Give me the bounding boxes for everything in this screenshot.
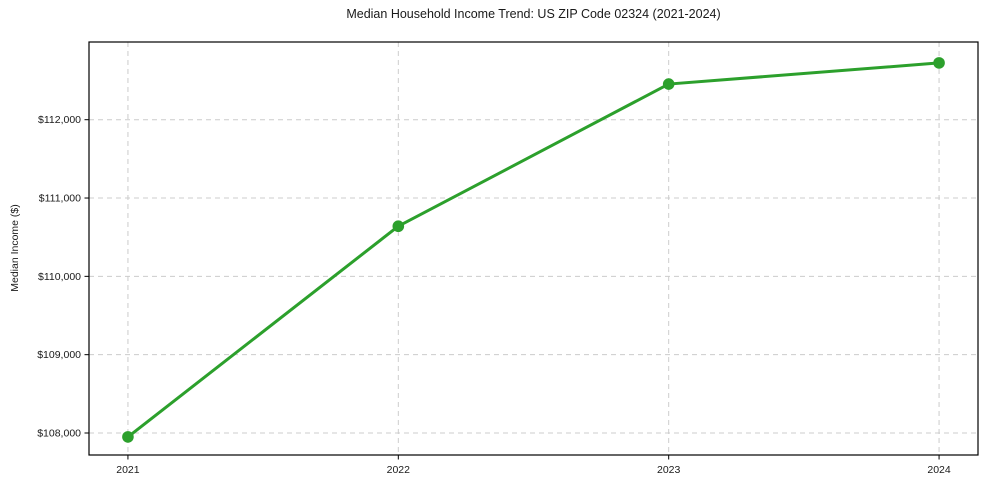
y-tick-label: $110,000 [38,271,81,283]
x-tick-label: 2021 [116,464,140,476]
axis-ticks: $108,000 $109,000 $110,000 $111,000 $112,000… [37,114,951,476]
y-tick-label: $108,000 [37,427,81,439]
data-point-2022 [392,220,405,233]
y-tick-label: $109,000 [37,349,81,361]
y-tick-label: $111,000 [39,193,81,205]
plot-border [88,41,979,456]
data-point-2021 [122,431,134,443]
data-point-2023 [662,78,675,90]
chart-title: Median Household Income Trend: US ZIP Co… [346,7,721,21]
x-tick-label: 2023 [657,464,681,476]
y-tick-label: $112,000 [38,114,81,126]
x-tick-label: 2024 [927,464,951,476]
gridlines [89,42,978,455]
trend-line [126,61,941,439]
x-tick-label: 2022 [387,464,411,476]
data-point-2024 [933,57,945,69]
